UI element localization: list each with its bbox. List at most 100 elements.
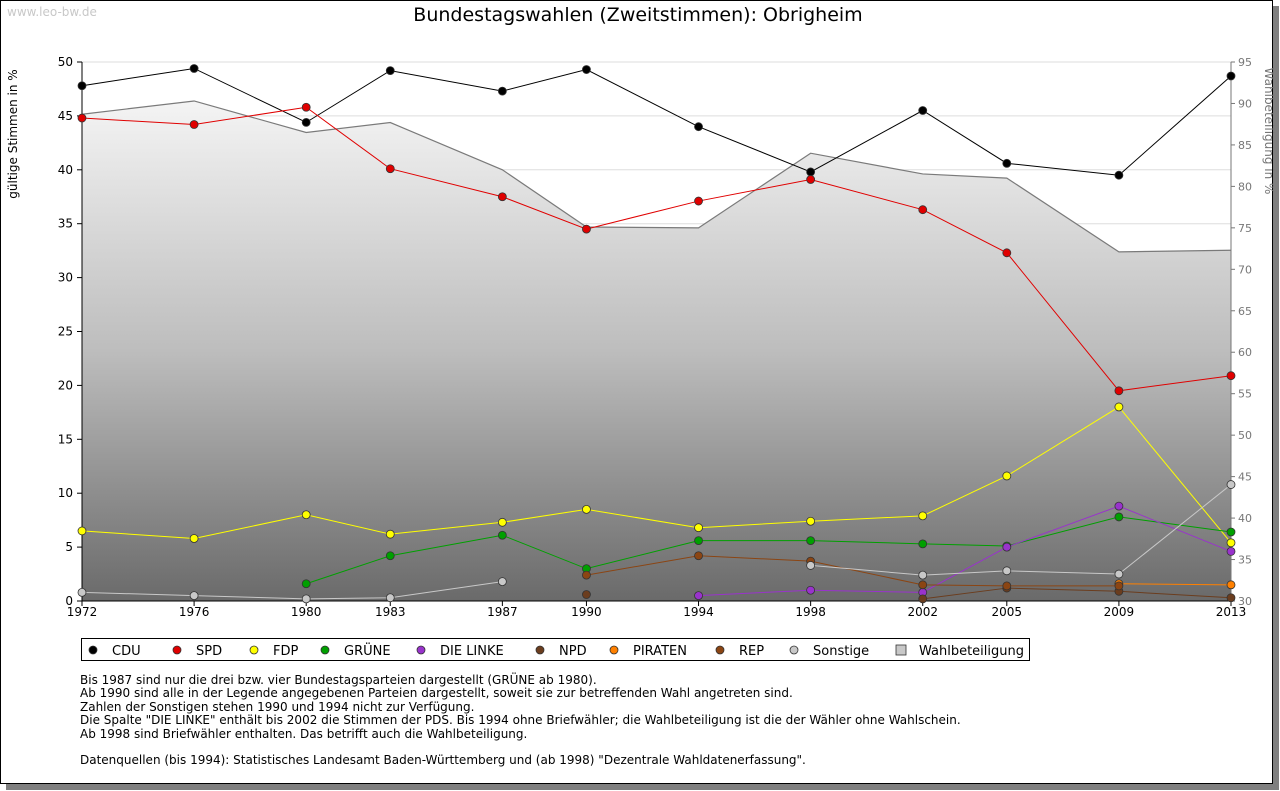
y-tick-label: 0 [65, 594, 73, 608]
y2-tick-label: 95 [1238, 56, 1252, 69]
y2-tick-label: 60 [1238, 346, 1252, 359]
legend-label: Wahlbeteiligung [919, 644, 1024, 659]
data-point [1002, 471, 1012, 481]
data-point [694, 591, 703, 601]
data-point [694, 523, 703, 533]
legend-label: GRÜNE [344, 642, 391, 659]
series-line [81, 106, 1232, 392]
data-point [385, 529, 395, 539]
x-tick-label: 1983 [375, 605, 406, 619]
data-point [582, 504, 591, 514]
data-point [694, 551, 703, 561]
data-point [301, 102, 311, 112]
legend: CDU SPD FDP GRÜNE DIE LINKE NPD PIRATEN REP Sons… [81, 638, 1030, 661]
data-point [301, 117, 311, 127]
legend-marker [535, 645, 545, 655]
y2-tick-label: 75 [1238, 222, 1252, 235]
y-tick-label: 30 [58, 271, 73, 285]
data-point [1226, 593, 1236, 603]
legend-marker [789, 645, 799, 655]
data-point [497, 530, 507, 540]
y2-tick-label: 30 [1238, 595, 1252, 608]
data-point [1226, 71, 1236, 81]
data-point [806, 167, 816, 177]
data-point [497, 192, 507, 202]
data-point [918, 511, 928, 521]
data-point [1226, 538, 1236, 548]
legend-marker [320, 645, 330, 655]
turnout-fill [82, 100, 1231, 601]
data-point [497, 577, 507, 586]
data-point [497, 517, 507, 527]
y2-tick-label: 45 [1238, 471, 1252, 484]
data-point [189, 534, 199, 543]
data-point [918, 594, 928, 604]
y2-axis-label: Wahlbeteiligung in % [1262, 68, 1275, 195]
legend-label: SPD [196, 644, 222, 659]
note-line: Bis 1987 sind nur die drei bzw. vier Bun… [80, 673, 597, 687]
x-tick-label: 1972 [67, 605, 98, 619]
x-tick-label: 2002 [907, 605, 938, 619]
x-tick-label: 1990 [571, 605, 602, 619]
data-point [1226, 527, 1236, 537]
data-point [497, 86, 507, 96]
y-tick-label: 15 [58, 432, 73, 446]
x-tick-label: 1987 [487, 605, 518, 619]
data-point [1226, 580, 1236, 590]
series-line [586, 555, 1119, 587]
x-tick-label: 1994 [683, 605, 714, 619]
note-line: Ab 1990 sind alle in der Legende angegeb… [80, 686, 793, 701]
y2-tick-label: 80 [1238, 180, 1252, 193]
data-point [1002, 158, 1012, 168]
data-point [1114, 402, 1124, 412]
y2-tick-label: 70 [1238, 263, 1252, 276]
legend-marker [249, 645, 259, 655]
note-line: Ab 1998 sind Briefwähler enthalten. Das … [80, 726, 528, 741]
data-point [77, 81, 87, 91]
chart-svg: 0 5 10 15 20 25 30 35 40 45 50 30 35 40 45 50 55 60 65 70 75… [6, 55, 1275, 661]
y2-tick-label: 35 [1238, 554, 1252, 567]
data-point [582, 570, 591, 580]
legend-label: FDP [273, 644, 298, 659]
data-point [1002, 248, 1012, 258]
data-source: Datenquellen (bis 1994): Statistisches L… [80, 753, 806, 767]
data-point [1002, 581, 1012, 591]
legend-box [81, 638, 1030, 661]
y-tick-label: 20 [58, 378, 73, 392]
y2-tick-label: 85 [1238, 139, 1252, 152]
x-tick-label: 2009 [1104, 605, 1135, 619]
x-tick-label: 2013 [1216, 605, 1247, 619]
y2-tick-label: 55 [1238, 388, 1252, 401]
chart-title: Bundestagswahlen (Zweitstimmen): Obrighe… [413, 4, 863, 26]
legend-label: Sonstige [813, 644, 869, 659]
data-point [582, 590, 591, 599]
legend-marker [172, 645, 182, 655]
x-tick-label: 1976 [179, 605, 210, 619]
data-point [918, 106, 928, 115]
data-point [582, 65, 591, 74]
data-point [694, 122, 703, 132]
y-tick-label: 35 [58, 217, 73, 231]
watermark: www.leo-bw.de [7, 5, 97, 19]
data-point [385, 164, 395, 174]
y2-tick-label: 90 [1238, 97, 1252, 110]
data-point [189, 64, 199, 73]
series-line [922, 587, 1232, 600]
series-line [698, 505, 1232, 597]
x-tick-label: 1998 [795, 605, 826, 619]
legend-marker [895, 644, 907, 656]
data-point [806, 536, 816, 546]
data-point [582, 224, 591, 234]
y-tick-label: 50 [58, 55, 73, 69]
y-tick-label: 25 [58, 325, 73, 339]
data-point [385, 66, 395, 76]
data-point [1226, 480, 1236, 489]
y-tick-label: 45 [58, 109, 73, 123]
legend-label: CDU [112, 644, 141, 659]
data-point [806, 516, 816, 526]
y-tick-label: 10 [58, 486, 73, 500]
data-point [189, 120, 199, 129]
note-line: Die Spalte "DIE LINKE" enthält bis 2002 … [80, 713, 961, 728]
legend-marker [416, 645, 426, 655]
y-axis-label: gültige Stimmen in % [6, 69, 20, 198]
